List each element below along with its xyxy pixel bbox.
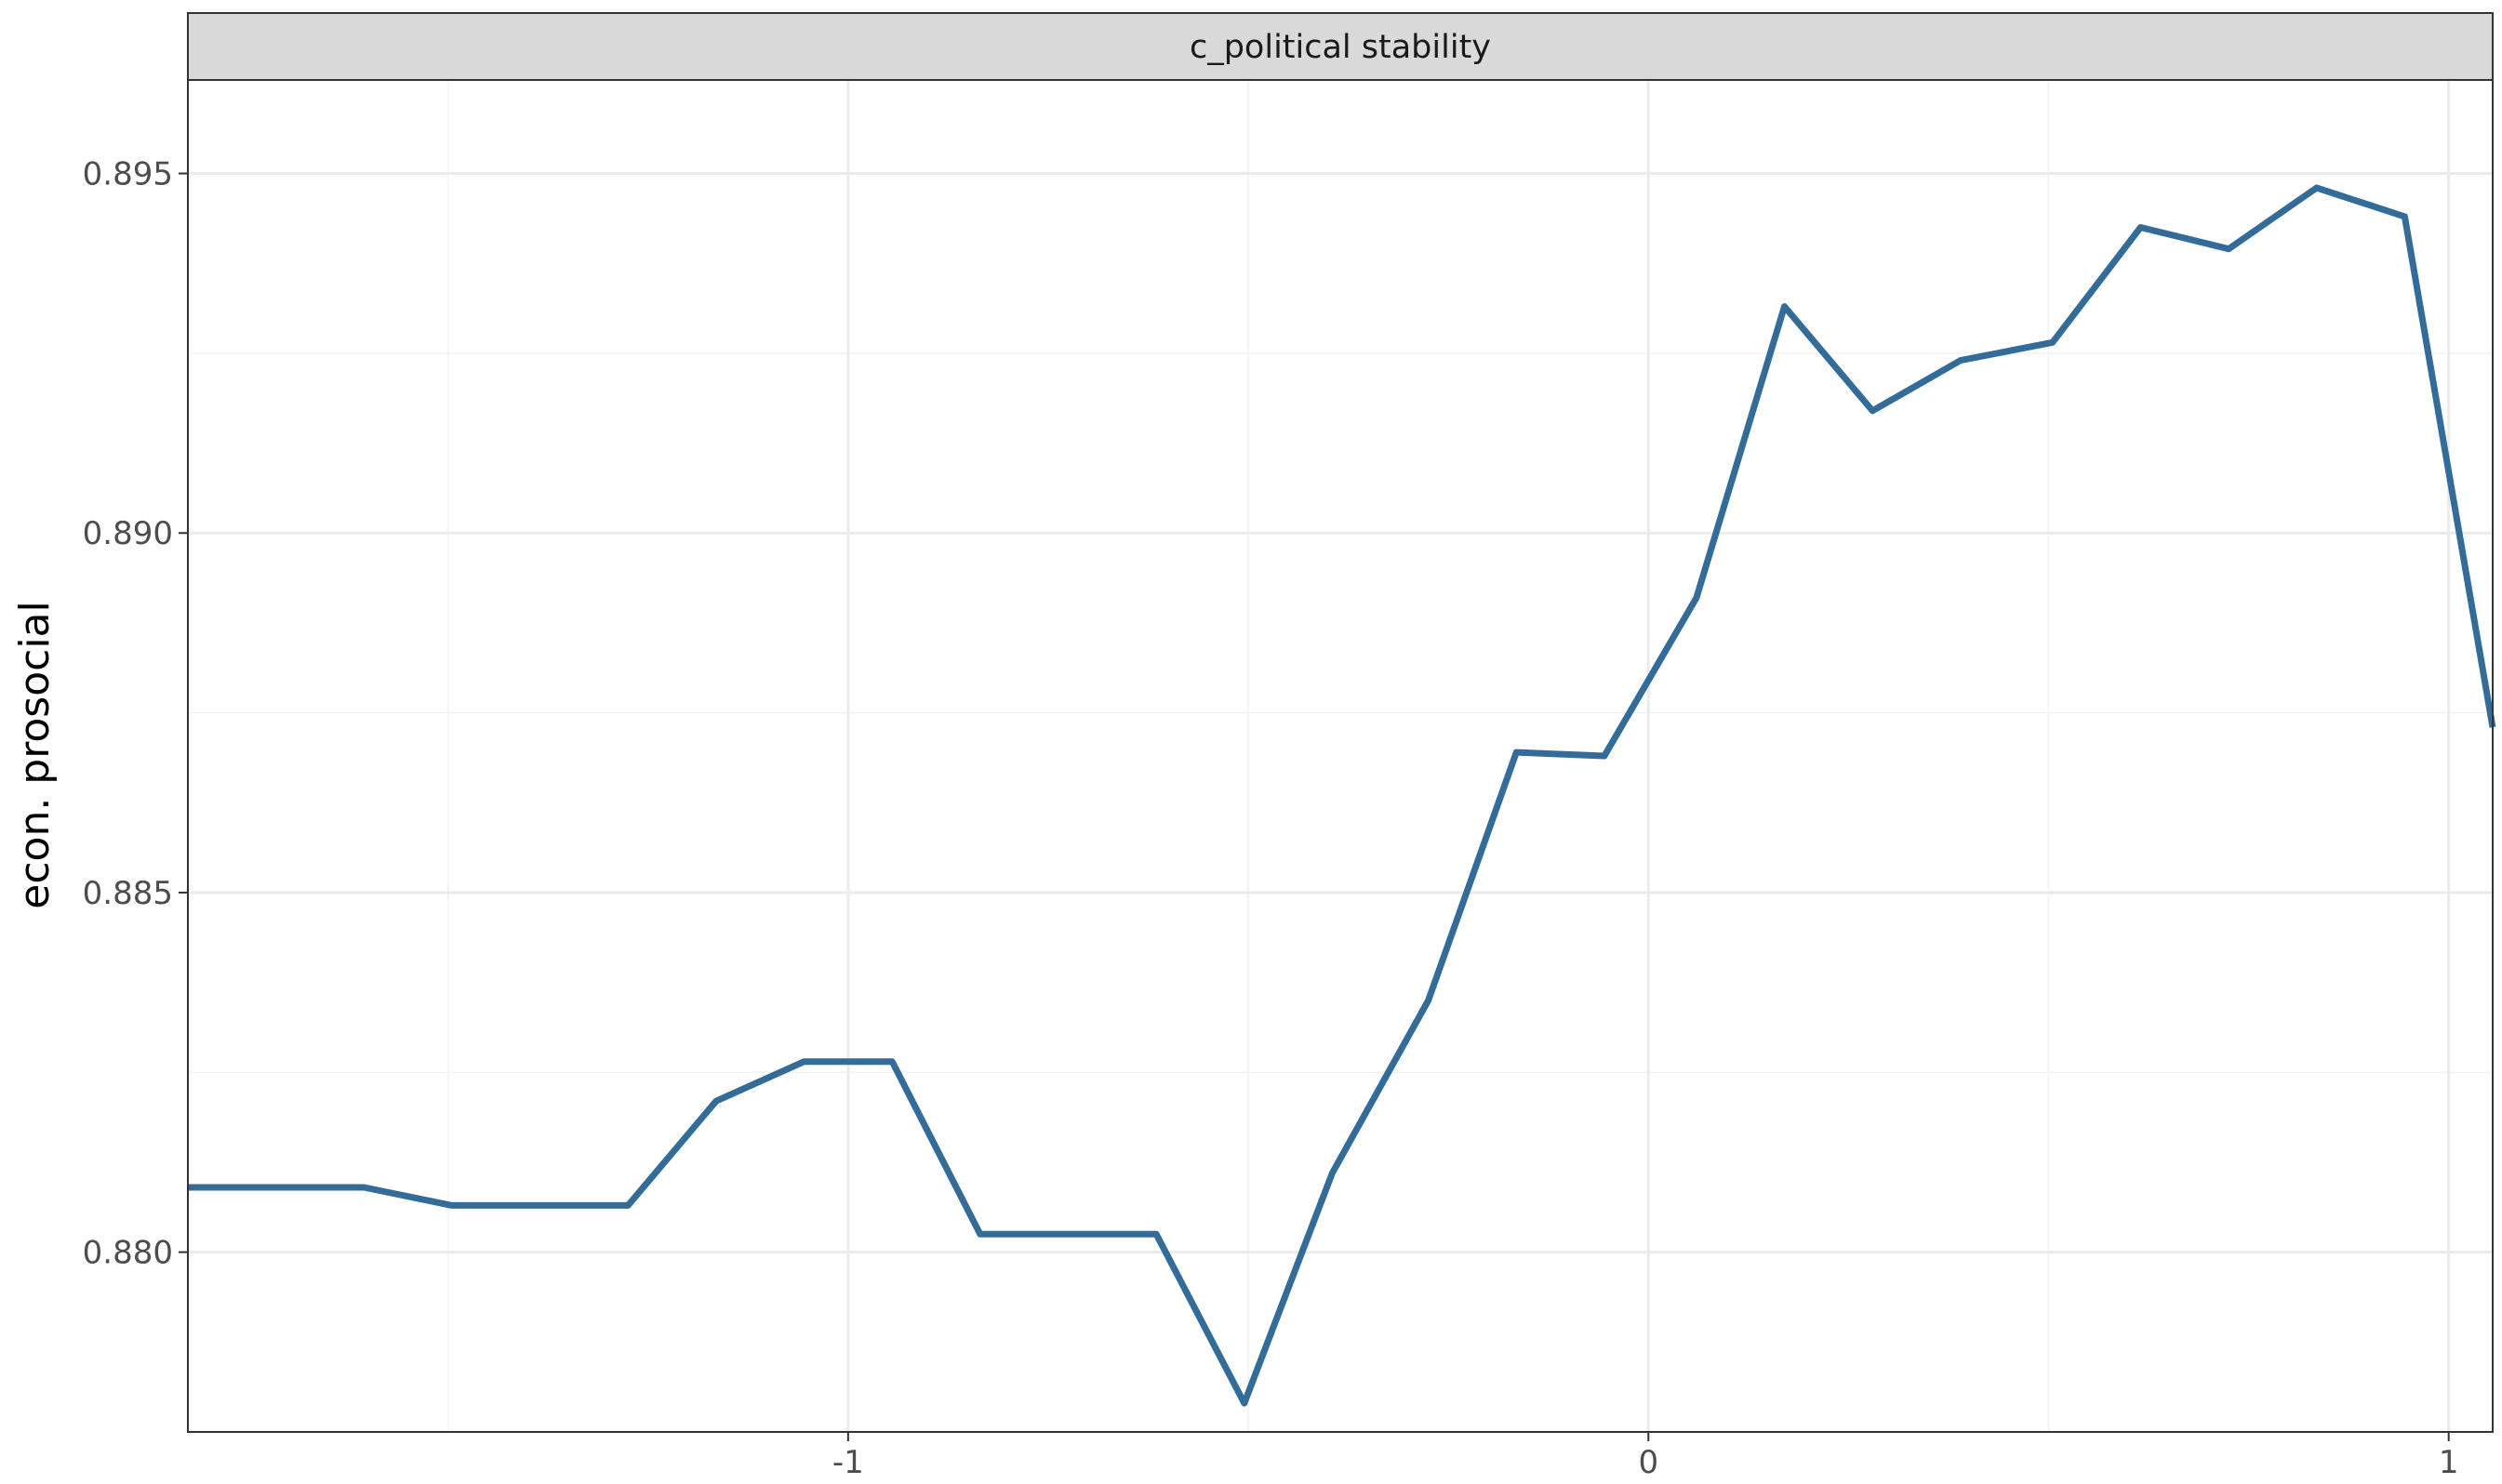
y-tick-label: 0.885 [83, 875, 173, 912]
x-tick-label: 1 [2439, 1444, 2459, 1481]
y-axis: 0.880 0.885 0.890 0.895 [83, 156, 188, 1272]
facet-strip [187, 12, 2494, 81]
y-tick-label: 0.890 [83, 515, 173, 552]
x-tick-label: 0 [1638, 1444, 1658, 1481]
panel-background [188, 80, 2493, 1432]
y-axis-title: econ. prosocial [11, 601, 59, 908]
y-tick-label: 0.880 [83, 1235, 173, 1272]
y-tick-label: 0.895 [83, 156, 173, 193]
major-gridlines [188, 80, 2493, 1432]
series-line-econ-prosocial [188, 184, 2496, 1407]
facet-strip-title: c_political stability [1190, 29, 1491, 66]
x-tick-label: -1 [832, 1444, 864, 1481]
x-axis: -1 0 1 [832, 1432, 2459, 1481]
